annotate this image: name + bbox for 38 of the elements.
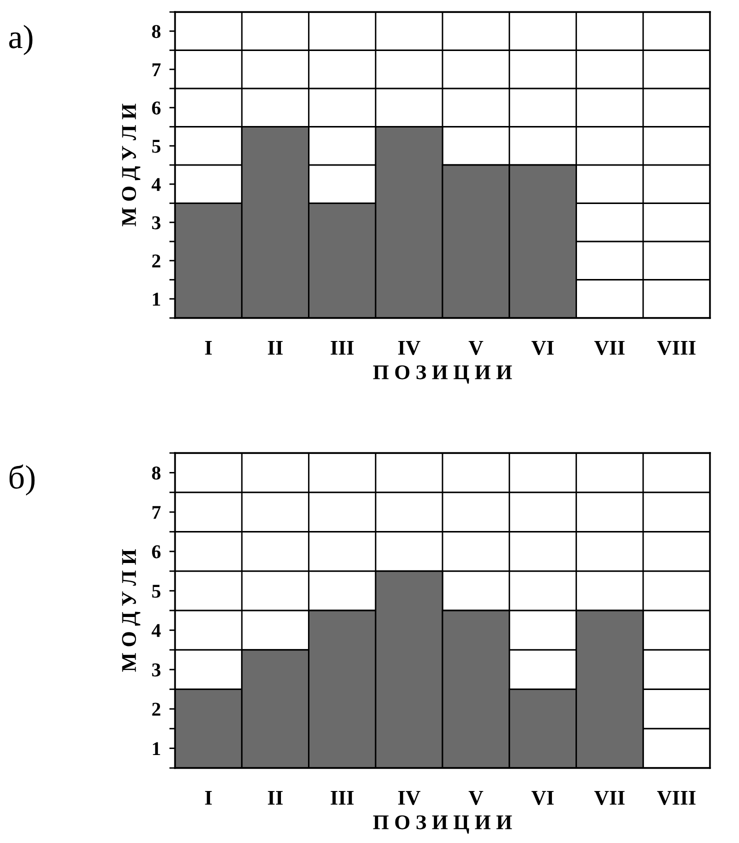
x-tick-label: II: [268, 341, 283, 355]
y-tick-label: 4: [152, 178, 161, 191]
x-tick-label: III: [330, 341, 354, 355]
y-tick-label: 2: [152, 254, 160, 268]
y-tick-label: 2: [152, 702, 160, 716]
y-tick-label: 5: [152, 584, 160, 598]
x-tick-label: V: [468, 791, 484, 805]
x-tick-label: III: [330, 791, 354, 805]
y-axis-title: М О Д У Л И: [122, 104, 140, 226]
y-tick-label: 7: [152, 63, 161, 76]
x-axis-title: П О З И Ц И И: [373, 815, 512, 834]
y-tick-label: 6: [152, 545, 161, 558]
y-tick-label: 3: [152, 663, 160, 676]
x-tick-label: VI: [531, 341, 554, 355]
x-tick-label: IV: [398, 341, 420, 355]
y-tick-label: 3: [152, 216, 160, 230]
x-tick-label: VII: [594, 791, 625, 805]
x-tick-label: IV: [398, 791, 420, 805]
x-tick-label: I: [205, 791, 212, 805]
y-tick-label: 1: [152, 742, 160, 756]
chart-title: б): [10, 464, 35, 496]
x-tick-label: VII: [594, 341, 625, 355]
x-tick-label: VI: [531, 791, 554, 805]
x-tick-label: V: [468, 341, 484, 355]
y-tick-label: 7: [152, 506, 161, 519]
y-tick-label: 8: [152, 24, 160, 38]
x-tick-label: VIII: [657, 341, 696, 355]
x-axis-title: П О З И Ц И И: [373, 365, 512, 384]
y-tick-label: 5: [152, 140, 160, 153]
x-tick-label: I: [205, 341, 212, 355]
y-tick-label: 8: [152, 466, 160, 480]
y-tick-label: 6: [152, 101, 161, 115]
y-axis-title: М О Д У Л И: [122, 549, 140, 672]
y-tick-label: 1: [152, 292, 160, 306]
y-tick-label: 4: [152, 624, 161, 637]
x-tick-label: II: [268, 791, 283, 805]
chart-title: а): [9, 24, 32, 56]
x-tick-label: VIII: [657, 791, 696, 805]
